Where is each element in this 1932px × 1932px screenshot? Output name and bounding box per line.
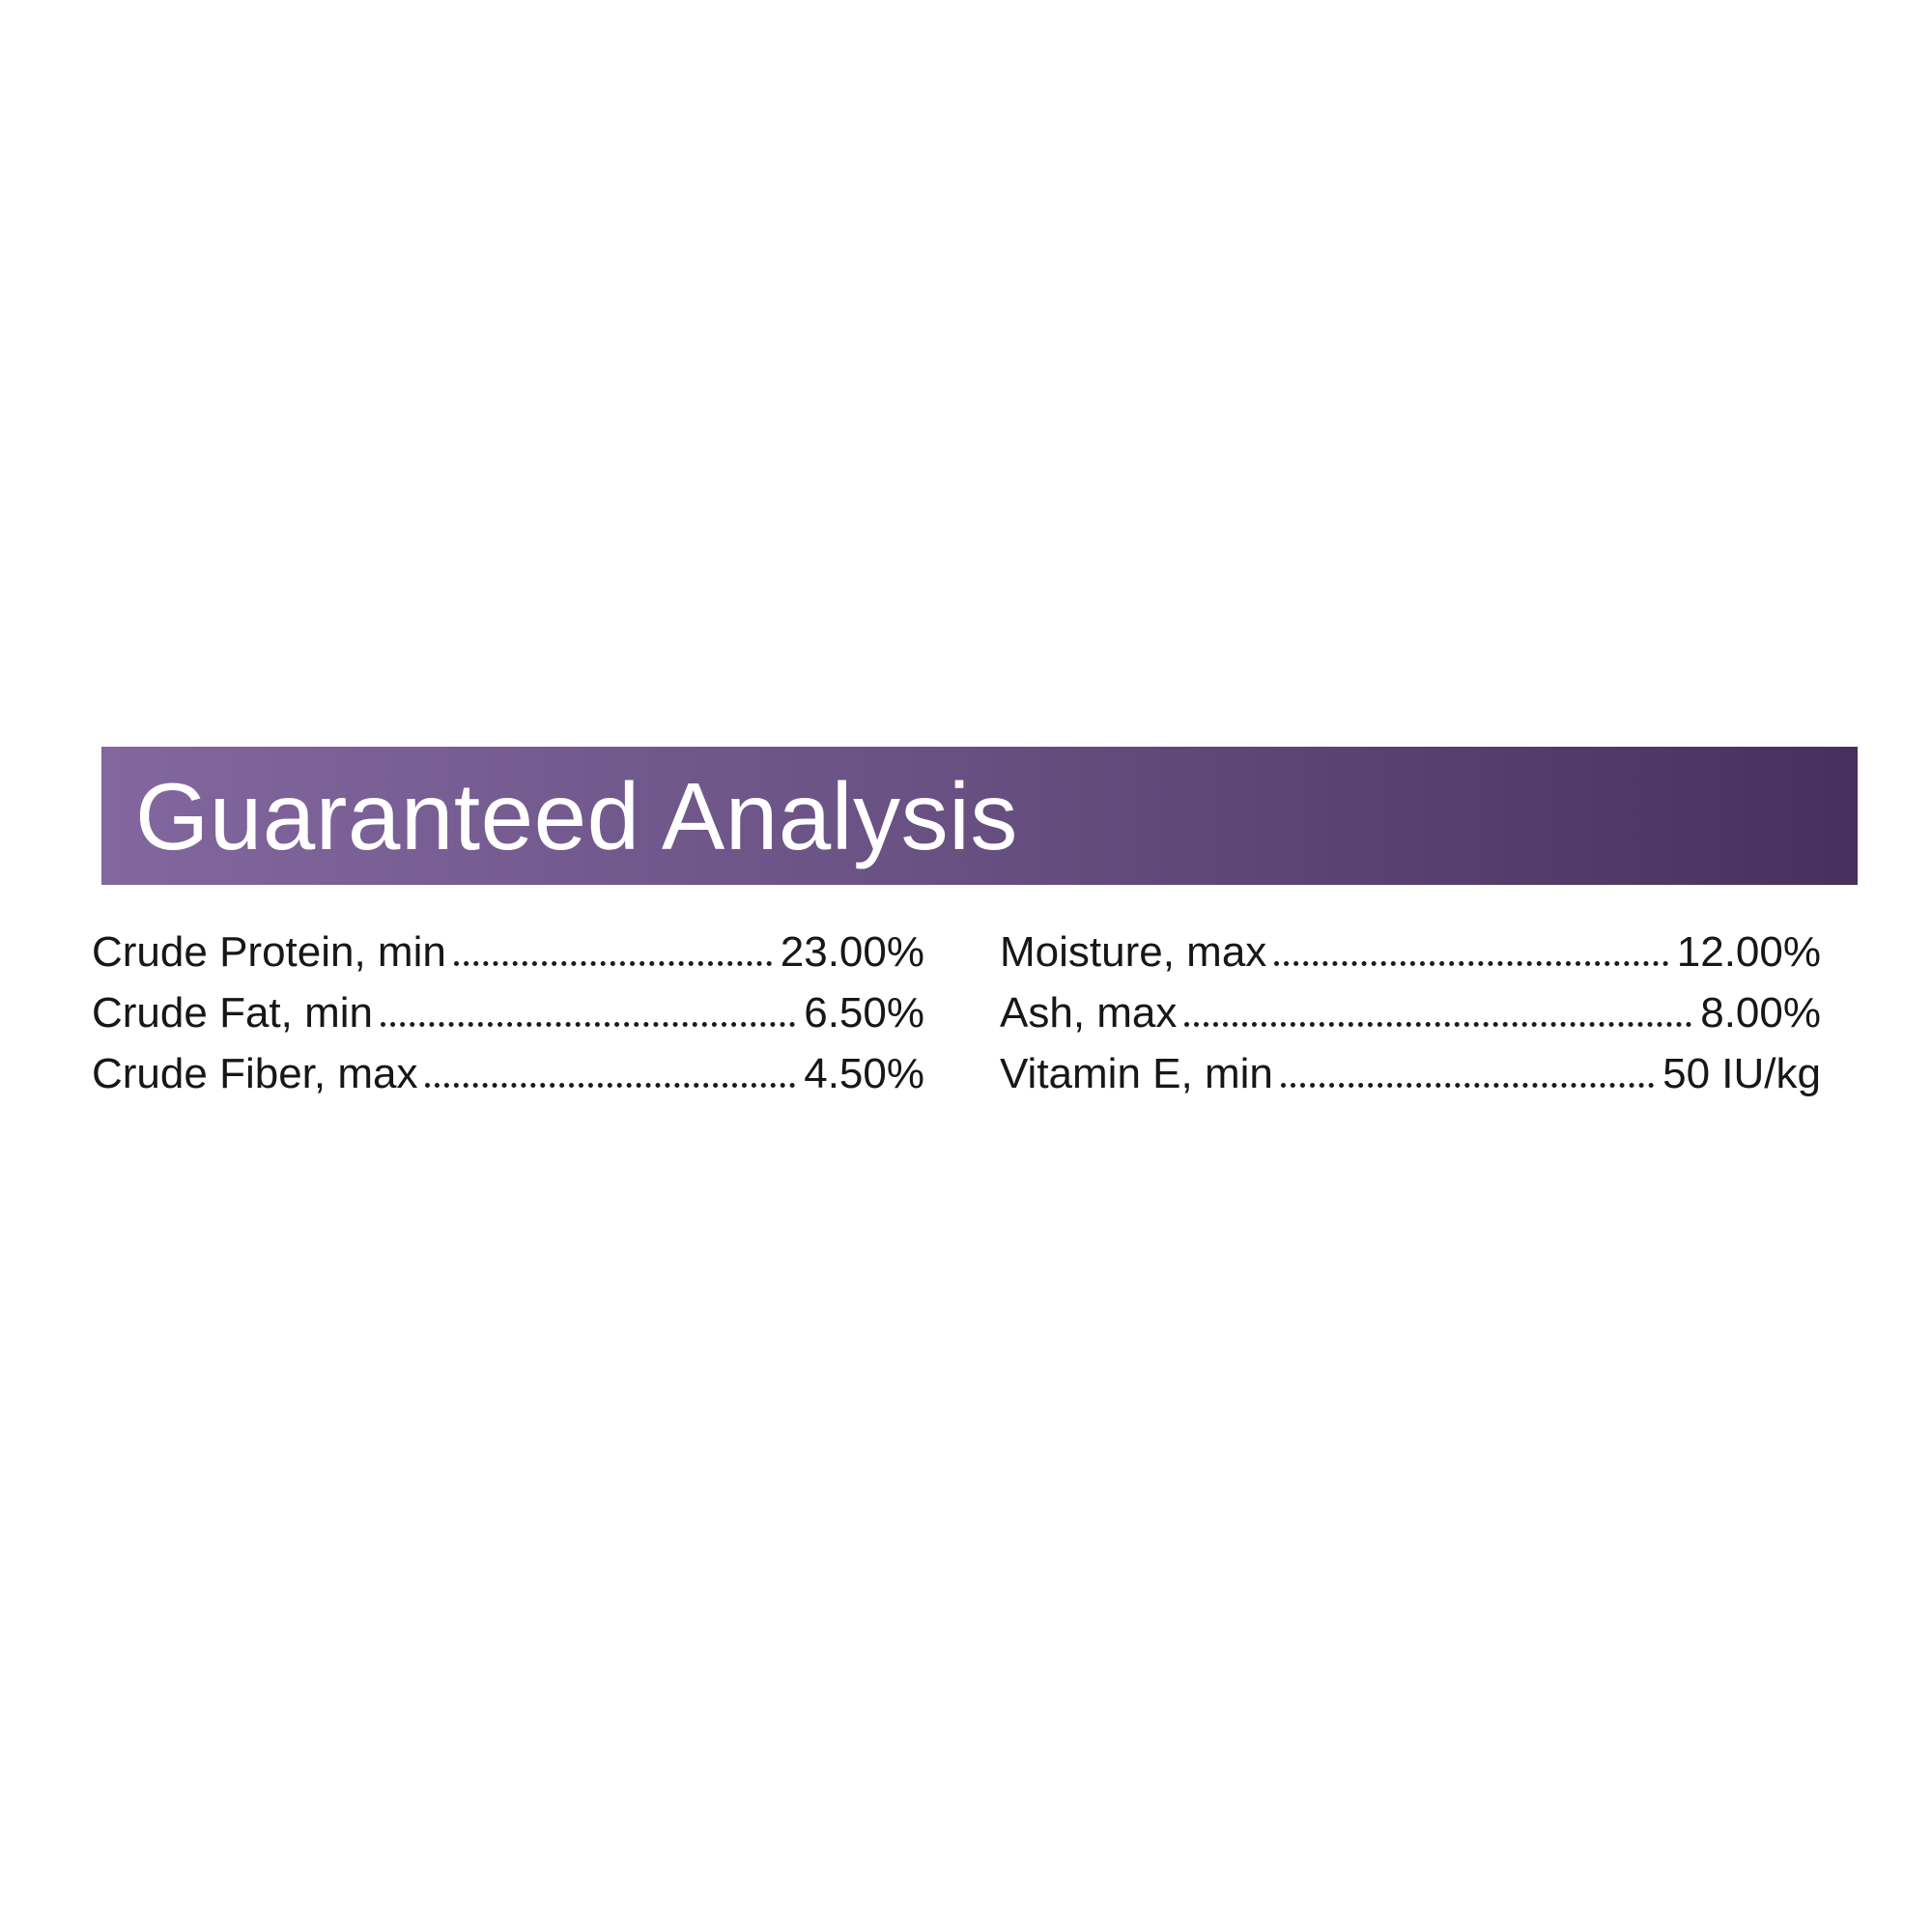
analysis-right-column: Moisture, max 12.00% Ash, max 8.00% Vita… [1000,922,1821,1104]
guaranteed-analysis-banner: Guaranteed Analysis [101,747,1858,885]
analysis-row-crude-protein: Crude Protein, min 23.00% [92,922,924,982]
nutrient-label: Crude Fat, min [92,989,373,1037]
analysis-left-column: Crude Protein, min 23.00% Crude Fat, min… [92,922,924,1104]
nutrient-label: Ash, max [1000,989,1178,1037]
nutrient-value: 6.50% [804,989,924,1037]
analysis-row-crude-fat: Crude Fat, min 6.50% [92,982,924,1043]
nutrient-label: Crude Fiber, max [92,1050,418,1097]
dot-leader [380,1022,796,1027]
dot-leader [1274,961,1668,966]
nutrient-label: Moisture, max [1000,928,1267,976]
nutrient-value: 12.00% [1676,928,1821,976]
dot-leader [1184,1022,1692,1027]
nutrient-value: 50 IU/kg [1662,1050,1821,1097]
nutrient-label: Vitamin E, min [1000,1050,1273,1097]
nutrient-value: 23.00% [780,928,924,976]
analysis-row-vitamin-e: Vitamin E, min 50 IU/kg [1000,1043,1821,1104]
dot-leader [425,1083,796,1088]
analysis-row-ash: Ash, max 8.00% [1000,982,1821,1043]
analysis-row-crude-fiber: Crude Fiber, max 4.50% [92,1043,924,1104]
dot-leader [453,961,772,966]
analysis-row-moisture: Moisture, max 12.00% [1000,922,1821,982]
nutrient-value: 4.50% [804,1050,924,1097]
nutrient-label: Crude Protein, min [92,928,446,976]
dot-leader [1280,1083,1655,1088]
section-title: Guaranteed Analysis [135,762,1018,869]
nutrient-value: 8.00% [1700,989,1821,1037]
